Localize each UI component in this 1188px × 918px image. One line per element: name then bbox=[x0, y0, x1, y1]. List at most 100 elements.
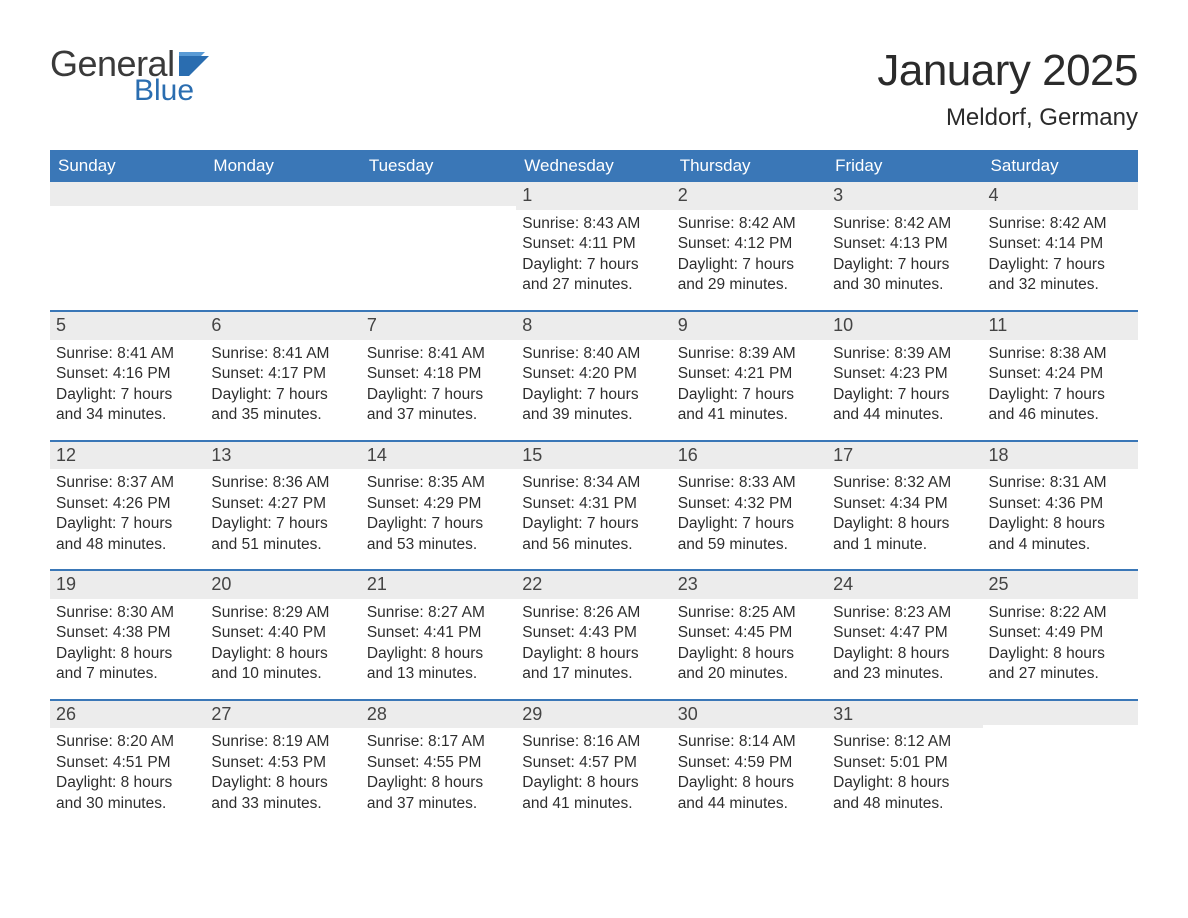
day-number: 14 bbox=[361, 442, 516, 470]
day-body: Sunrise: 8:37 AMSunset: 4:26 PMDaylight:… bbox=[50, 473, 205, 555]
day-number: 11 bbox=[983, 312, 1138, 340]
day-daylight1: Daylight: 7 hours bbox=[522, 514, 665, 534]
day-body: Sunrise: 8:42 AMSunset: 4:14 PMDaylight:… bbox=[983, 214, 1138, 296]
day-sunrise: Sunrise: 8:17 AM bbox=[367, 732, 510, 752]
week-row: 19Sunrise: 8:30 AMSunset: 4:38 PMDayligh… bbox=[50, 569, 1138, 699]
day-number: 21 bbox=[361, 571, 516, 599]
day-number: 20 bbox=[205, 571, 360, 599]
day-sunrise: Sunrise: 8:27 AM bbox=[367, 603, 510, 623]
day-daylight2: and 33 minutes. bbox=[211, 794, 354, 814]
day-daylight1: Daylight: 8 hours bbox=[367, 773, 510, 793]
day-sunrise: Sunrise: 8:30 AM bbox=[56, 603, 199, 623]
day-sunrise: Sunrise: 8:41 AM bbox=[211, 344, 354, 364]
day-number: 27 bbox=[205, 701, 360, 729]
day-daylight1: Daylight: 7 hours bbox=[56, 514, 199, 534]
day-sunrise: Sunrise: 8:42 AM bbox=[833, 214, 976, 234]
day-sunrise: Sunrise: 8:16 AM bbox=[522, 732, 665, 752]
day-body: Sunrise: 8:34 AMSunset: 4:31 PMDaylight:… bbox=[516, 473, 671, 555]
day-daylight2: and 56 minutes. bbox=[522, 535, 665, 555]
day-sunset: Sunset: 4:18 PM bbox=[367, 364, 510, 384]
day-daylight2: and 37 minutes. bbox=[367, 794, 510, 814]
day-cell: 23Sunrise: 8:25 AMSunset: 4:45 PMDayligh… bbox=[672, 571, 827, 699]
day-sunset: Sunset: 4:11 PM bbox=[522, 234, 665, 254]
day-cell: 15Sunrise: 8:34 AMSunset: 4:31 PMDayligh… bbox=[516, 442, 671, 570]
day-body: Sunrise: 8:26 AMSunset: 4:43 PMDaylight:… bbox=[516, 603, 671, 685]
day-cell: 10Sunrise: 8:39 AMSunset: 4:23 PMDayligh… bbox=[827, 312, 982, 440]
day-cell: 27Sunrise: 8:19 AMSunset: 4:53 PMDayligh… bbox=[205, 701, 360, 829]
day-number: 2 bbox=[672, 182, 827, 210]
day-sunrise: Sunrise: 8:19 AM bbox=[211, 732, 354, 752]
day-daylight1: Daylight: 7 hours bbox=[678, 255, 821, 275]
day-sunset: Sunset: 4:34 PM bbox=[833, 494, 976, 514]
day-body: Sunrise: 8:42 AMSunset: 4:12 PMDaylight:… bbox=[672, 214, 827, 296]
day-sunset: Sunset: 4:45 PM bbox=[678, 623, 821, 643]
day-daylight2: and 30 minutes. bbox=[56, 794, 199, 814]
day-cell: 7Sunrise: 8:41 AMSunset: 4:18 PMDaylight… bbox=[361, 312, 516, 440]
day-cell: 19Sunrise: 8:30 AMSunset: 4:38 PMDayligh… bbox=[50, 571, 205, 699]
day-daylight2: and 30 minutes. bbox=[833, 275, 976, 295]
day-body: Sunrise: 8:43 AMSunset: 4:11 PMDaylight:… bbox=[516, 214, 671, 296]
day-sunset: Sunset: 4:31 PM bbox=[522, 494, 665, 514]
day-daylight2: and 41 minutes. bbox=[522, 794, 665, 814]
day-number: 24 bbox=[827, 571, 982, 599]
day-daylight1: Daylight: 8 hours bbox=[989, 644, 1132, 664]
day-daylight2: and 44 minutes. bbox=[833, 405, 976, 425]
day-sunrise: Sunrise: 8:20 AM bbox=[56, 732, 199, 752]
day-daylight1: Daylight: 7 hours bbox=[211, 514, 354, 534]
day-daylight2: and 4 minutes. bbox=[989, 535, 1132, 555]
day-cell: 1 Sunrise: 8:43 AMSunset: 4:11 PMDaylight… bbox=[516, 182, 671, 310]
day-daylight1: Daylight: 8 hours bbox=[211, 644, 354, 664]
day-daylight2: and 32 minutes. bbox=[989, 275, 1132, 295]
day-daylight1: Daylight: 8 hours bbox=[989, 514, 1132, 534]
day-daylight2: and 46 minutes. bbox=[989, 405, 1132, 425]
day-daylight2: and 23 minutes. bbox=[833, 664, 976, 684]
day-sunset: Sunset: 4:20 PM bbox=[522, 364, 665, 384]
day-daylight1: Daylight: 8 hours bbox=[56, 644, 199, 664]
day-daylight1: Daylight: 7 hours bbox=[678, 385, 821, 405]
day-daylight2: and 7 minutes. bbox=[56, 664, 199, 684]
day-body: Sunrise: 8:41 AMSunset: 4:16 PMDaylight:… bbox=[50, 344, 205, 426]
day-daylight2: and 44 minutes. bbox=[678, 794, 821, 814]
day-sunset: Sunset: 4:43 PM bbox=[522, 623, 665, 643]
day-sunset: Sunset: 4:47 PM bbox=[833, 623, 976, 643]
day-daylight1: Daylight: 7 hours bbox=[522, 385, 665, 405]
day-cell: 5Sunrise: 8:41 AMSunset: 4:16 PMDaylight… bbox=[50, 312, 205, 440]
day-daylight1: Daylight: 7 hours bbox=[833, 255, 976, 275]
day-number bbox=[50, 182, 205, 206]
day-daylight1: Daylight: 8 hours bbox=[833, 644, 976, 664]
day-daylight1: Daylight: 7 hours bbox=[56, 385, 199, 405]
day-sunset: Sunset: 4:36 PM bbox=[989, 494, 1132, 514]
day-daylight1: Daylight: 8 hours bbox=[367, 644, 510, 664]
day-body: Sunrise: 8:27 AMSunset: 4:41 PMDaylight:… bbox=[361, 603, 516, 685]
day-sunrise: Sunrise: 8:41 AM bbox=[56, 344, 199, 364]
day-cell: 16Sunrise: 8:33 AMSunset: 4:32 PMDayligh… bbox=[672, 442, 827, 570]
day-number: 1 bbox=[516, 182, 671, 210]
day-number: 31 bbox=[827, 701, 982, 729]
weekday-header-row: Sunday Monday Tuesday Wednesday Thursday… bbox=[50, 150, 1138, 182]
day-cell: 29Sunrise: 8:16 AMSunset: 4:57 PMDayligh… bbox=[516, 701, 671, 829]
day-sunrise: Sunrise: 8:25 AM bbox=[678, 603, 821, 623]
calendar-table: Sunday Monday Tuesday Wednesday Thursday… bbox=[50, 150, 1138, 828]
day-sunset: Sunset: 4:21 PM bbox=[678, 364, 821, 384]
day-sunset: Sunset: 4:38 PM bbox=[56, 623, 199, 643]
day-cell bbox=[50, 182, 205, 310]
day-body: Sunrise: 8:33 AMSunset: 4:32 PMDaylight:… bbox=[672, 473, 827, 555]
day-cell: 25Sunrise: 8:22 AMSunset: 4:49 PMDayligh… bbox=[983, 571, 1138, 699]
day-daylight2: and 35 minutes. bbox=[211, 405, 354, 425]
day-body: Sunrise: 8:29 AMSunset: 4:40 PMDaylight:… bbox=[205, 603, 360, 685]
weeks-container: 1 Sunrise: 8:43 AMSunset: 4:11 PMDaylight… bbox=[50, 182, 1138, 828]
day-sunrise: Sunrise: 8:39 AM bbox=[678, 344, 821, 364]
day-sunset: Sunset: 4:27 PM bbox=[211, 494, 354, 514]
week-row: 1 Sunrise: 8:43 AMSunset: 4:11 PMDaylight… bbox=[50, 182, 1138, 310]
week-row: 12Sunrise: 8:37 AMSunset: 4:26 PMDayligh… bbox=[50, 440, 1138, 570]
day-cell: 2 Sunrise: 8:42 AMSunset: 4:12 PMDaylight… bbox=[672, 182, 827, 310]
day-sunset: Sunset: 4:12 PM bbox=[678, 234, 821, 254]
day-daylight1: Daylight: 7 hours bbox=[367, 385, 510, 405]
day-sunset: Sunset: 4:29 PM bbox=[367, 494, 510, 514]
day-sunrise: Sunrise: 8:12 AM bbox=[833, 732, 976, 752]
day-body: Sunrise: 8:40 AMSunset: 4:20 PMDaylight:… bbox=[516, 344, 671, 426]
day-daylight2: and 53 minutes. bbox=[367, 535, 510, 555]
day-body: Sunrise: 8:30 AMSunset: 4:38 PMDaylight:… bbox=[50, 603, 205, 685]
day-body: Sunrise: 8:20 AMSunset: 4:51 PMDaylight:… bbox=[50, 732, 205, 814]
day-number: 17 bbox=[827, 442, 982, 470]
